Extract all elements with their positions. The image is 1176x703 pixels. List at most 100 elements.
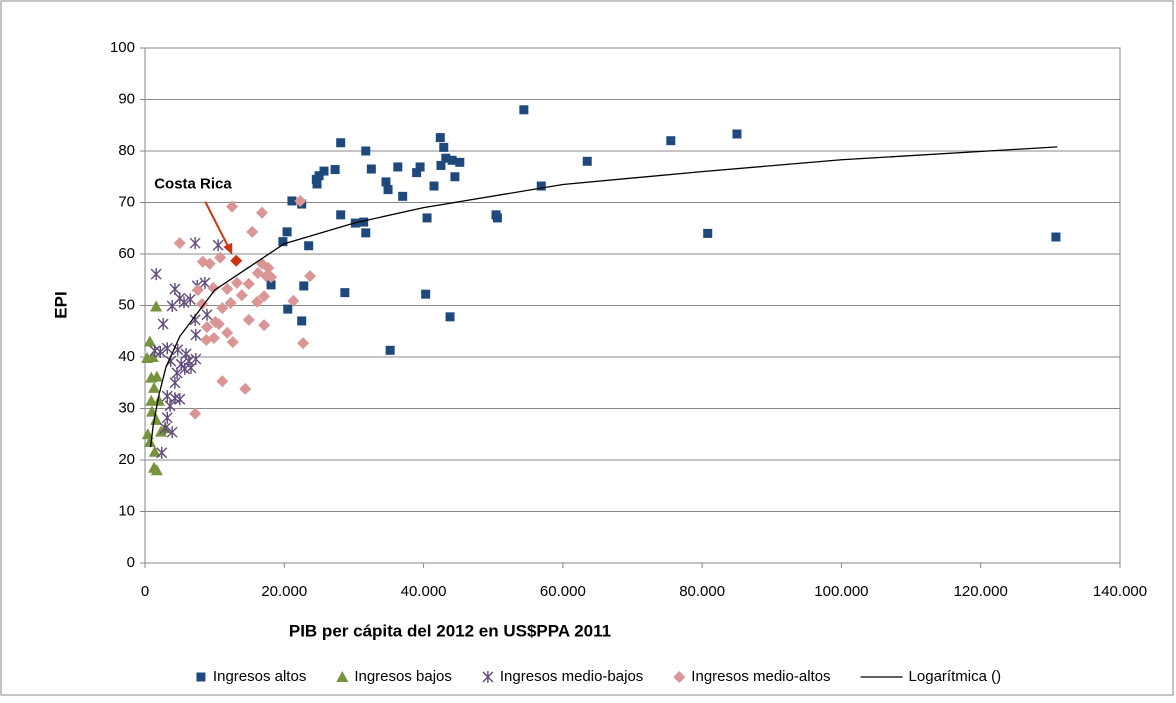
point (393, 162, 403, 172)
point (366, 164, 376, 174)
point (196, 255, 209, 268)
point (164, 399, 176, 412)
point (536, 181, 546, 191)
point (150, 300, 163, 312)
point (287, 196, 297, 206)
point (191, 284, 204, 297)
point (361, 228, 371, 238)
point (169, 283, 181, 296)
point (166, 426, 178, 439)
point (297, 316, 307, 326)
point (361, 146, 371, 156)
y-tick-label: 0 (127, 554, 135, 571)
point (159, 422, 171, 435)
point (385, 345, 395, 355)
point (171, 366, 183, 379)
point (251, 295, 264, 308)
point (143, 335, 156, 347)
point (214, 251, 227, 264)
point (422, 213, 432, 223)
point (212, 318, 225, 331)
point (201, 308, 213, 321)
legend-label: Ingresos medio-altos (691, 668, 830, 685)
x-tick-label: 80.000 (679, 583, 725, 600)
x-tick-label: 100.000 (814, 583, 868, 600)
point (398, 191, 408, 201)
point (312, 179, 322, 189)
point (703, 228, 713, 238)
point (445, 312, 455, 322)
x-tick-label: 0 (141, 583, 149, 600)
point (666, 136, 676, 146)
point (230, 276, 243, 289)
point (436, 160, 446, 170)
point (199, 276, 211, 289)
point (173, 237, 186, 250)
point (189, 407, 202, 420)
point (359, 217, 369, 227)
point (242, 313, 255, 326)
point (216, 302, 229, 315)
point (143, 435, 156, 447)
point (340, 288, 350, 298)
y-tick-label: 50 (118, 296, 135, 313)
point (141, 428, 154, 440)
point (450, 172, 460, 182)
point (141, 352, 154, 364)
point (330, 165, 340, 175)
highlight-point (230, 254, 243, 267)
point (283, 304, 293, 314)
point (239, 382, 252, 395)
point (216, 375, 229, 388)
point (732, 129, 742, 139)
point (582, 156, 592, 166)
point (421, 289, 431, 299)
point (174, 393, 186, 406)
point (492, 213, 502, 223)
y-tick-label: 60 (118, 245, 135, 262)
legend-marker (482, 671, 494, 683)
y-tick-label: 10 (118, 502, 135, 519)
legend-label: Ingresos bajos (354, 668, 452, 685)
point (319, 166, 329, 176)
legend-label: Ingresos medio-bajos (500, 668, 643, 685)
point (287, 294, 300, 307)
point (150, 464, 163, 476)
point (207, 281, 220, 294)
point (178, 296, 190, 309)
point (439, 142, 449, 152)
point (262, 261, 275, 274)
point (304, 241, 314, 251)
x-tick-label: 120.000 (954, 583, 1008, 600)
point (258, 290, 271, 303)
legend: Ingresos altos Ingresos bajos Ingresos med… (196, 668, 1001, 685)
point (221, 283, 234, 296)
legend-marker (336, 671, 349, 682)
point (221, 326, 234, 339)
point (441, 153, 451, 163)
point (150, 268, 162, 281)
y-axis-title: EPI (51, 291, 70, 318)
point (200, 334, 213, 347)
point (246, 225, 259, 238)
point (297, 337, 310, 350)
point (189, 237, 201, 250)
point (156, 446, 168, 459)
legend-label: Logarítmica () (909, 668, 1002, 685)
y-tick-label: 20 (118, 451, 135, 468)
point (224, 296, 237, 309)
point (381, 177, 391, 187)
y-tick-label: 90 (118, 90, 135, 107)
legend-marker (196, 672, 206, 682)
point (455, 157, 465, 167)
annotation-arrowhead (223, 242, 233, 255)
point (299, 281, 309, 291)
point (278, 237, 288, 247)
point (157, 318, 169, 331)
point (161, 411, 173, 424)
y-tick-label: 100 (110, 39, 135, 56)
x-tick-label: 40.000 (401, 583, 447, 600)
point (161, 390, 173, 403)
